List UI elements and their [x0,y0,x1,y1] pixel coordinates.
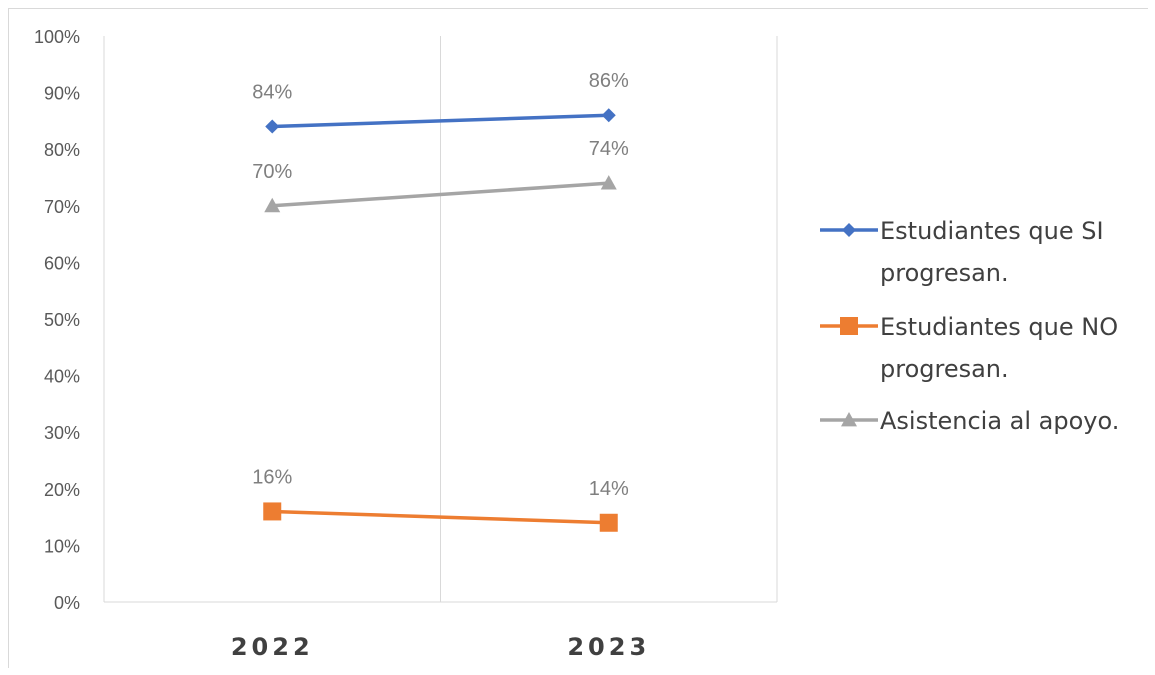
legend-label: Asistencia al apoyo. [880,407,1119,435]
series-line-1 [272,113,609,129]
legend-marker [841,412,857,427]
data-point-marker [264,197,281,213]
data-point-marker [600,175,617,190]
y-tick-label: 30% [44,423,80,443]
data-label: 86% [589,70,629,92]
data-point-marker [601,108,616,123]
y-tick-label: 20% [44,480,80,500]
x-category-label: 2022 [231,633,314,661]
y-tick-label: 100% [34,27,80,47]
data-point-marker [599,513,618,532]
data-point-marker [263,502,282,521]
y-tick-label: 0% [54,593,80,613]
y-tick-label: 10% [44,536,80,556]
chart-frame [8,8,1148,668]
y-tick-label: 60% [44,253,80,273]
legend-label: progresan. [880,259,1009,287]
x-category-label: 2023 [567,633,650,661]
y-tick-label: 80% [44,140,80,160]
data-label: 14% [589,478,629,500]
data-label: 16% [252,466,292,488]
data-point-marker [265,119,280,134]
data-label: 84% [252,82,292,104]
legend-marker [840,317,858,335]
legend-label: Estudiantes que SI [880,217,1104,245]
legend-marker [842,223,856,237]
y-tick-label: 70% [44,197,80,217]
data-label: 70% [252,161,292,183]
legend-label: progresan. [880,355,1009,383]
y-tick-label: 40% [44,367,80,387]
y-tick-label: 50% [44,310,80,330]
data-label: 74% [589,138,629,160]
series-line-3 [272,181,609,208]
series-line-2 [272,509,609,525]
legend-label: Estudiantes que NO [880,313,1118,341]
y-tick-label: 90% [44,84,80,104]
